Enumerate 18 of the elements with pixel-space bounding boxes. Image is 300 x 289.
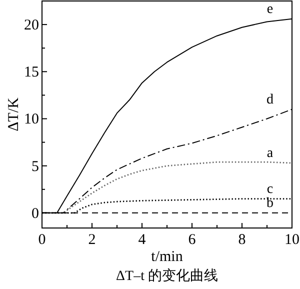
x-tick-label: 2 <box>88 232 96 248</box>
text: ΔT–t 的变化曲线 <box>116 268 218 284</box>
y-tick-label: 10 <box>24 112 39 128</box>
y-axis-title: ΔT/K <box>6 97 22 132</box>
y-tick-label: 15 <box>24 64 39 81</box>
x-tick-label: 8 <box>238 232 246 248</box>
x-tick-label: 6 <box>188 232 196 248</box>
y-tick-label: 0 <box>32 206 39 222</box>
x-axis-title: t/min <box>151 249 184 265</box>
series-label: e <box>266 2 274 17</box>
series-label: c <box>266 182 274 197</box>
x-tick-label: 4 <box>138 232 146 248</box>
series-label: a <box>266 146 274 162</box>
y-tick-label: 20 <box>24 18 39 34</box>
series-label: d <box>266 92 274 108</box>
x-tick-label: 10 <box>284 232 300 248</box>
series-label: b <box>266 196 274 211</box>
y-tick-label: 5 <box>32 158 39 175</box>
